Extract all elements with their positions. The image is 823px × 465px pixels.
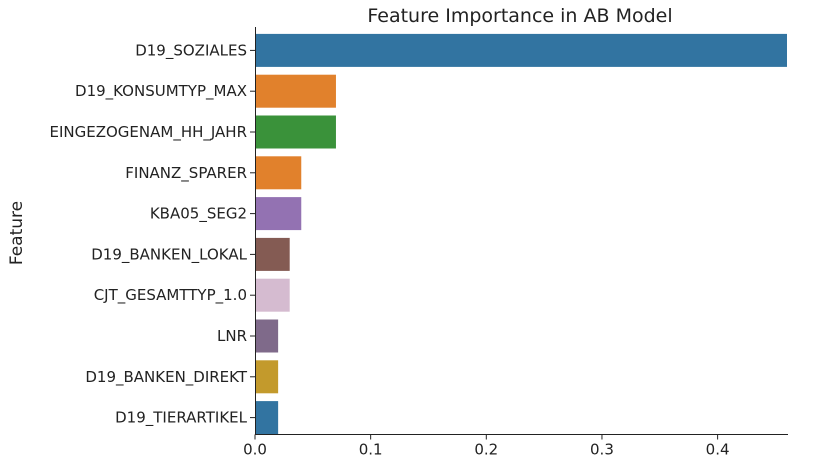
- x-tick-label: 0.0: [243, 441, 267, 459]
- y-tick-label: FINANZ_SPARER: [125, 164, 247, 183]
- bars-group: [255, 33, 787, 435]
- y-tick-labels: D19_SOZIALES D19_KONSUMTYP_MAX EINGEZOGENA…: [49, 41, 255, 428]
- bar-eingezogenam-hh-jahr: [255, 115, 336, 149]
- bar-d19-tierartikel: [255, 401, 279, 435]
- x-tick-label: 0.2: [474, 441, 498, 459]
- y-tick-label: D19_KONSUMTYP_MAX: [75, 82, 247, 101]
- bar-d19-konsumtyp-max: [255, 74, 336, 108]
- y-tick-label: KBA05_SEG2: [150, 205, 247, 224]
- bar-lnr: [255, 319, 279, 353]
- bar-d19-soziales: [255, 33, 787, 67]
- y-tick-label: D19_SOZIALES: [135, 41, 247, 60]
- y-tick-label: CJT_GESAMTTYP_1.0: [94, 286, 247, 305]
- bar-cjt-gesamttyp-1-0: [255, 278, 290, 312]
- x-tick-labels: 0.0 0.1 0.2 0.3 0.4: [243, 434, 730, 459]
- bar-d19-banken-direkt: [255, 360, 279, 394]
- chart-title: Feature Importance in AB Model: [367, 5, 672, 27]
- x-tick-label: 0.1: [359, 441, 383, 459]
- x-tick-label: 0.4: [706, 441, 730, 459]
- y-tick-label: D19_TIERARTIKEL: [115, 409, 248, 428]
- y-tick-label: EINGEZOGENAM_HH_JAHR: [49, 123, 247, 142]
- y-axis-label: Feature: [7, 201, 27, 265]
- bar-kba05-seg2: [255, 197, 302, 231]
- y-tick-label: D19_BANKEN_LOKAL: [91, 245, 247, 264]
- bar-d19-banken-lokal: [255, 237, 290, 271]
- x-tick-label: 0.3: [590, 441, 614, 459]
- y-tick-label: LNR: [217, 327, 247, 345]
- y-tick-label: D19_BANKEN_DIREKT: [85, 368, 247, 387]
- bar-finanz-sparer: [255, 156, 302, 190]
